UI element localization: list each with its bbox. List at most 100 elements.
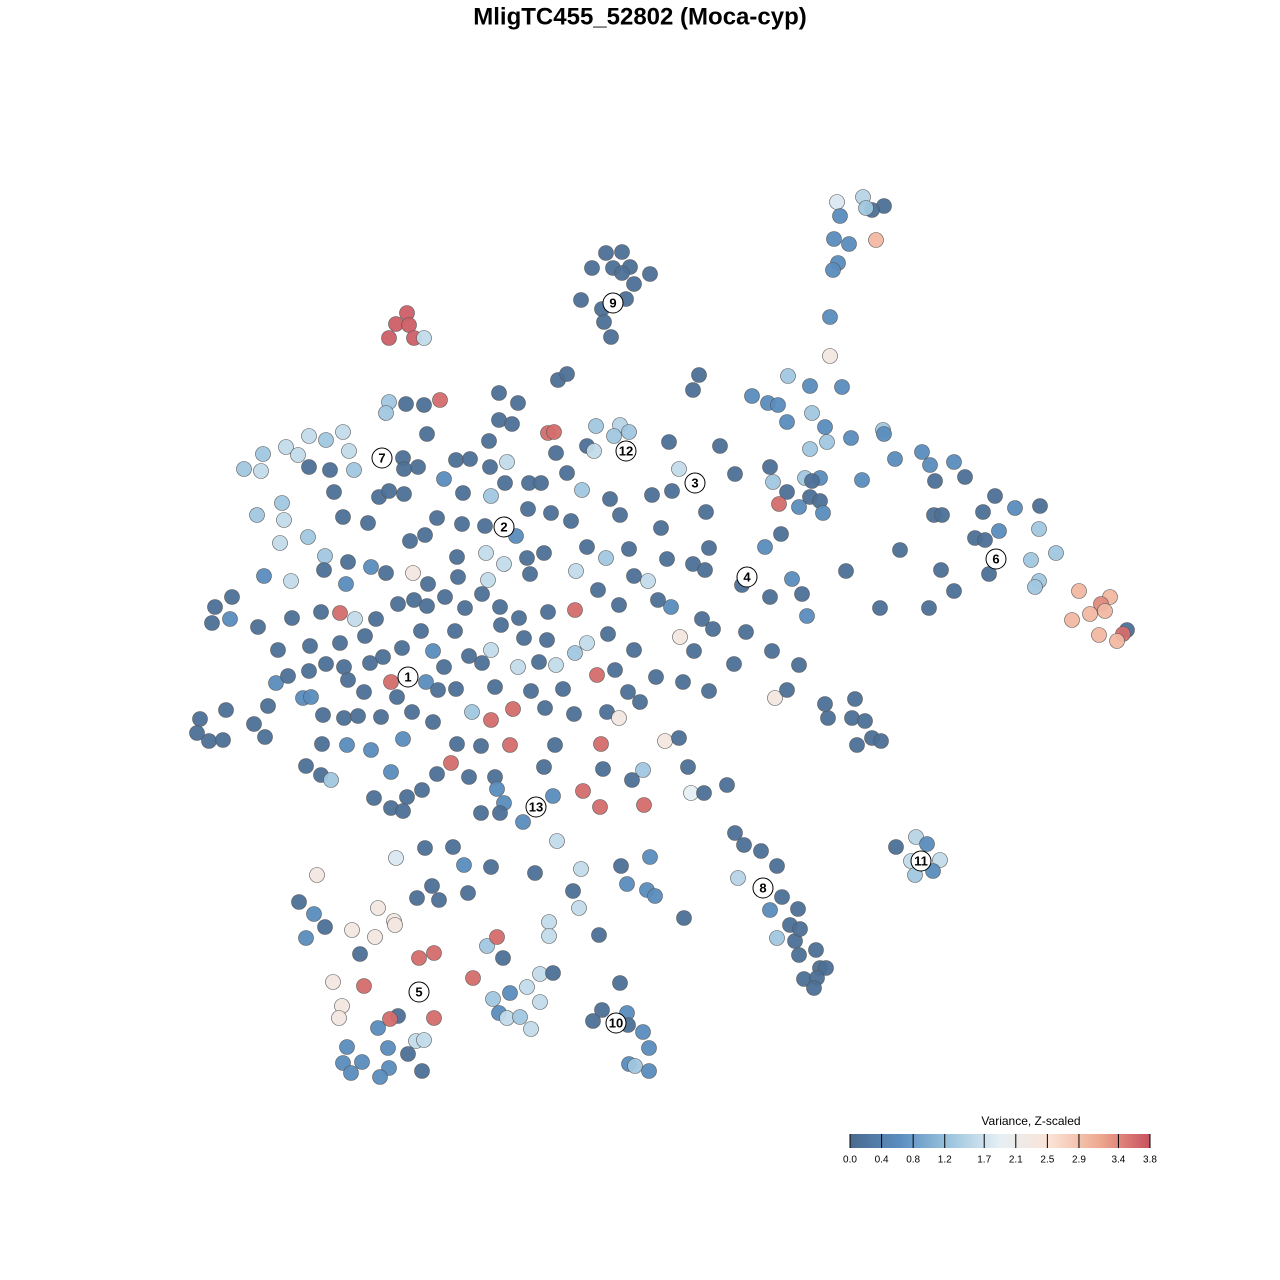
point bbox=[808, 942, 824, 958]
point bbox=[192, 711, 208, 727]
point bbox=[405, 565, 421, 581]
point bbox=[378, 565, 394, 581]
point bbox=[456, 857, 472, 873]
point bbox=[584, 260, 600, 276]
cluster-label: 7 bbox=[378, 450, 385, 465]
point bbox=[370, 1020, 386, 1036]
point bbox=[417, 527, 433, 543]
point bbox=[515, 814, 531, 830]
colorbar-title: Variance, Z-scaled bbox=[981, 1114, 1080, 1128]
point bbox=[642, 849, 658, 865]
point bbox=[482, 459, 498, 475]
point bbox=[455, 485, 471, 501]
point bbox=[430, 682, 446, 698]
point bbox=[331, 1010, 347, 1026]
point bbox=[887, 451, 903, 467]
point bbox=[815, 505, 831, 521]
cluster-label-bg bbox=[525, 796, 547, 818]
point bbox=[387, 917, 403, 933]
point bbox=[834, 379, 850, 395]
point bbox=[790, 901, 806, 917]
point bbox=[541, 914, 557, 930]
point bbox=[648, 669, 664, 685]
point bbox=[888, 839, 904, 855]
point bbox=[413, 623, 429, 639]
point bbox=[302, 638, 318, 654]
point bbox=[757, 539, 773, 555]
point bbox=[792, 921, 808, 937]
point bbox=[590, 582, 606, 598]
point bbox=[536, 759, 552, 775]
cluster-label-bg bbox=[736, 566, 758, 588]
point bbox=[541, 928, 557, 944]
point bbox=[908, 829, 924, 845]
point bbox=[791, 947, 807, 963]
point bbox=[424, 878, 440, 894]
point bbox=[957, 469, 973, 485]
point bbox=[437, 589, 453, 605]
point bbox=[383, 764, 399, 780]
point bbox=[218, 702, 234, 718]
point bbox=[253, 463, 269, 479]
point bbox=[388, 850, 404, 866]
point bbox=[491, 385, 507, 401]
point bbox=[784, 571, 800, 587]
point bbox=[402, 533, 418, 549]
point bbox=[565, 883, 581, 899]
point bbox=[838, 563, 854, 579]
point bbox=[927, 473, 943, 489]
point bbox=[727, 466, 743, 482]
point bbox=[624, 772, 640, 788]
point bbox=[641, 1040, 657, 1056]
point bbox=[260, 698, 276, 714]
point bbox=[537, 700, 553, 716]
point bbox=[431, 892, 447, 908]
point bbox=[764, 643, 780, 659]
point bbox=[356, 978, 372, 994]
point bbox=[857, 713, 873, 729]
point bbox=[502, 737, 518, 753]
point bbox=[802, 441, 818, 457]
point bbox=[340, 672, 356, 688]
point bbox=[290, 447, 306, 463]
point bbox=[661, 434, 677, 450]
point bbox=[332, 635, 348, 651]
point bbox=[585, 1013, 601, 1029]
point bbox=[872, 600, 888, 616]
point bbox=[1031, 521, 1047, 537]
point bbox=[602, 491, 618, 507]
point bbox=[322, 462, 338, 478]
point bbox=[236, 461, 252, 477]
point bbox=[932, 852, 948, 868]
point bbox=[1082, 606, 1098, 622]
point bbox=[627, 1058, 643, 1074]
point bbox=[268, 675, 284, 691]
point bbox=[563, 513, 579, 529]
point bbox=[291, 894, 307, 910]
point bbox=[301, 459, 317, 475]
point bbox=[495, 950, 511, 966]
point bbox=[336, 659, 352, 675]
point bbox=[395, 731, 411, 747]
colorbar-tick-label: 3.4 bbox=[1111, 1155, 1125, 1166]
point bbox=[822, 348, 838, 364]
point bbox=[533, 475, 549, 491]
point bbox=[769, 930, 785, 946]
point bbox=[825, 262, 841, 278]
point bbox=[344, 922, 360, 938]
point bbox=[575, 783, 591, 799]
point bbox=[347, 611, 363, 627]
point bbox=[914, 444, 930, 460]
point bbox=[794, 586, 810, 602]
point bbox=[493, 617, 509, 633]
point bbox=[360, 515, 376, 531]
point bbox=[336, 710, 352, 726]
point bbox=[483, 712, 499, 728]
point bbox=[414, 782, 430, 798]
point bbox=[284, 610, 300, 626]
point bbox=[591, 927, 607, 943]
point bbox=[414, 1063, 430, 1079]
point bbox=[477, 518, 493, 534]
point bbox=[620, 684, 636, 700]
cluster-label: 11 bbox=[914, 853, 928, 868]
